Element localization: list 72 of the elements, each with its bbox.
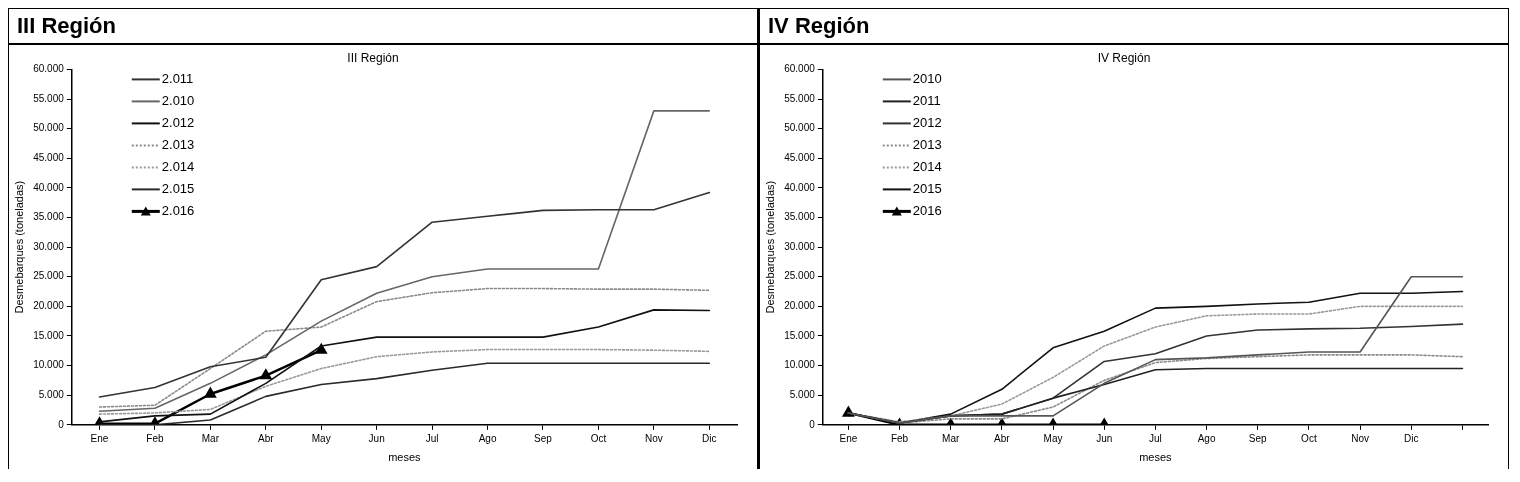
legend-label: 2013 xyxy=(912,136,942,152)
x-tick-label: Abr xyxy=(994,432,1011,444)
x-tick-label: Dic xyxy=(1404,432,1419,444)
x-tick-label: Mar xyxy=(201,432,220,444)
y-tick-label: 5.000 xyxy=(38,388,65,400)
chart-title: III Región xyxy=(9,8,757,45)
y-axis-title: Desmebarques (toneladas) xyxy=(763,180,776,314)
legend-label: 2.013 xyxy=(161,136,195,152)
y-tick-label: 20.000 xyxy=(784,300,816,312)
y-tick-label: 45.000 xyxy=(784,152,816,163)
y-tick-label: 60.000 xyxy=(33,63,65,75)
legend-label: 2.016 xyxy=(161,202,195,218)
legend-label: 2.015 xyxy=(161,180,195,196)
legend-label: 2016 xyxy=(912,202,942,218)
x-tick-label: Mar xyxy=(942,432,960,444)
y-tick-label: 5.000 xyxy=(789,388,816,400)
x-tick-label: May xyxy=(311,432,331,444)
legend-label: 2.014 xyxy=(161,158,195,174)
y-tick-label: 45.000 xyxy=(33,152,65,163)
y-tick-label: 30.000 xyxy=(33,240,65,252)
y-axis-title: Desmebarques (toneladas) xyxy=(12,180,25,314)
x-tick-label: Jun xyxy=(1096,432,1113,444)
chart-subtitle: III Región xyxy=(347,50,399,65)
y-tick-label: 15.000 xyxy=(784,329,816,341)
x-tick-label: Feb xyxy=(146,432,164,444)
y-tick-label: 25.000 xyxy=(33,270,65,282)
x-tick-label: Oct xyxy=(590,432,607,444)
y-tick-label: 40.000 xyxy=(33,181,65,193)
y-tick-label: 35.000 xyxy=(784,211,816,223)
chart-title: IV Región xyxy=(760,8,1508,45)
legend-label: 2.012 xyxy=(161,114,195,130)
x-tick-label: May xyxy=(1043,432,1063,444)
y-tick-label: 0 xyxy=(809,418,816,430)
y-tick-label: 55.000 xyxy=(33,92,65,104)
legend-label: 2011 xyxy=(912,92,941,108)
legend-label: 2014 xyxy=(912,158,942,174)
legend-label: 2015 xyxy=(912,180,942,196)
chart-subtitle: IV Región xyxy=(1097,50,1151,65)
y-tick-label: 0 xyxy=(58,418,65,430)
x-tick-label: Sep xyxy=(534,432,553,444)
y-tick-label: 60.000 xyxy=(784,63,816,75)
y-tick-label: 10.000 xyxy=(784,359,816,371)
x-tick-label: Abr xyxy=(258,432,275,444)
x-tick-label: Nov xyxy=(1351,432,1369,444)
y-tick-label: 50.000 xyxy=(33,122,65,134)
x-axis-title: meses xyxy=(388,451,422,464)
x-tick-label: Nov xyxy=(644,432,663,444)
y-tick-label: 30.000 xyxy=(784,240,816,252)
y-tick-label: 15.000 xyxy=(33,329,65,341)
x-tick-label: Dic xyxy=(702,432,717,444)
legend-label: 2010 xyxy=(912,70,942,86)
y-tick-label: 20.000 xyxy=(33,300,65,312)
x-tick-label: Sep xyxy=(1248,432,1268,444)
x-axis-title: meses xyxy=(1139,451,1173,464)
x-tick-label: Ago xyxy=(1197,432,1216,444)
y-tick-label: 55.000 xyxy=(784,92,816,104)
legend-label: 2012 xyxy=(912,114,942,130)
y-tick-label: 10.000 xyxy=(33,359,65,371)
x-tick-label: Jul xyxy=(1148,432,1162,444)
x-tick-label: Ago xyxy=(478,432,497,444)
legend-label: 2.011 xyxy=(161,70,194,86)
x-tick-label: Jul xyxy=(425,432,439,444)
y-tick-label: 40.000 xyxy=(784,181,816,193)
y-tick-label: 50.000 xyxy=(784,122,816,134)
x-tick-label: Feb xyxy=(890,432,909,444)
y-tick-label: 35.000 xyxy=(33,211,65,223)
x-tick-label: Oct xyxy=(1301,432,1317,444)
x-tick-label: Ene xyxy=(90,432,109,444)
legend-label: 2.010 xyxy=(161,92,195,108)
y-tick-label: 25.000 xyxy=(784,270,816,282)
x-tick-label: Jun xyxy=(368,432,385,444)
x-tick-label: Ene xyxy=(839,432,858,444)
